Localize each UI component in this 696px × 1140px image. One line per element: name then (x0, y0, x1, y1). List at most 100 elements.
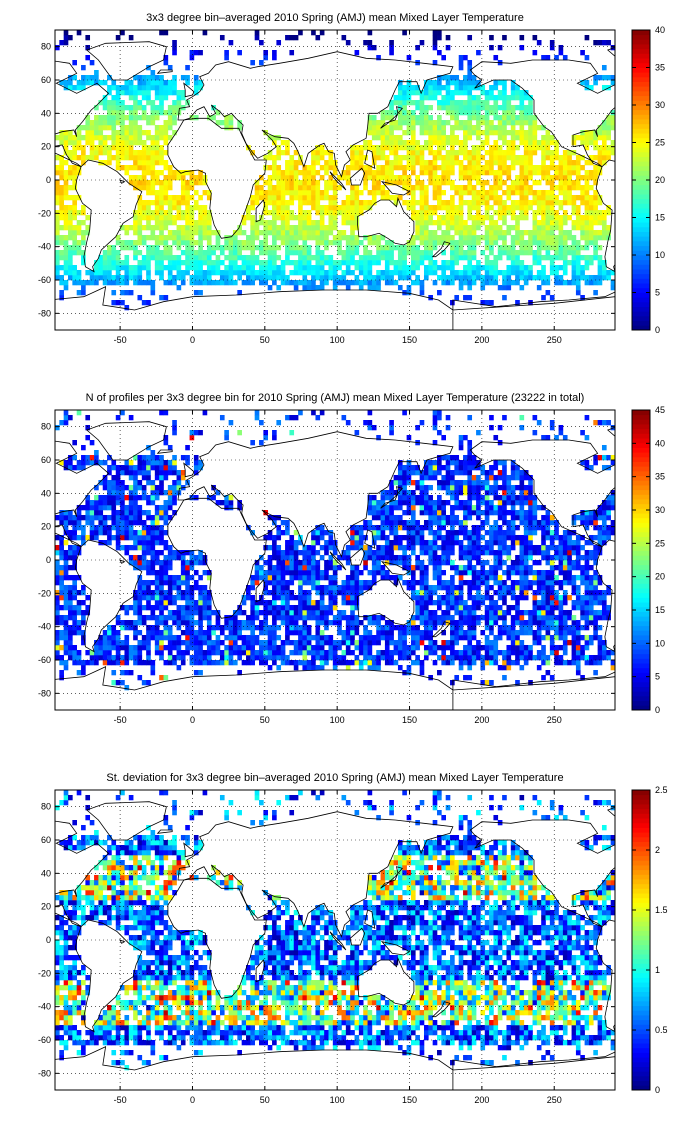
data-cell (311, 665, 316, 671)
data-cell (471, 230, 477, 236)
data-cell (363, 280, 368, 286)
data-cell (350, 585, 355, 591)
data-cell (332, 545, 338, 551)
data-cell (232, 270, 238, 276)
data-cell (215, 270, 221, 276)
data-cell (293, 615, 299, 621)
data-cell (601, 235, 607, 241)
colorbar-segment (632, 165, 650, 172)
data-cell (133, 510, 138, 516)
data-cell (237, 230, 242, 236)
data-cell (345, 615, 351, 621)
data-cell (571, 225, 577, 231)
data-cell (133, 280, 138, 286)
data-cell (402, 30, 407, 36)
data-cell (241, 640, 247, 646)
data-cell (354, 265, 360, 271)
data-cell (545, 130, 551, 136)
data-cell (345, 585, 351, 591)
data-cell (189, 220, 195, 226)
data-cell (76, 80, 82, 86)
y-tick-label: -60 (38, 275, 51, 285)
data-cell (163, 555, 169, 561)
data-cell (350, 625, 355, 631)
data-cell (267, 580, 273, 586)
data-cell (341, 280, 347, 286)
data-cell (163, 465, 169, 471)
data-cell (584, 180, 590, 186)
data-cell (68, 530, 73, 536)
data-cell (298, 180, 303, 186)
data-cell (159, 135, 164, 141)
data-cell (189, 550, 195, 556)
data-cell (341, 600, 347, 606)
data-cell (85, 500, 91, 506)
data-cell (480, 235, 486, 241)
data-cell (154, 110, 160, 116)
x-tick-label: 0 (190, 335, 195, 345)
data-cell (232, 235, 238, 241)
data-cell (406, 285, 412, 291)
data-cell (332, 650, 338, 656)
data-cell (528, 200, 533, 206)
data-cell (489, 215, 494, 221)
data-cell (72, 465, 77, 471)
data-cell (415, 120, 420, 126)
data-cell (389, 40, 394, 46)
data-cell (276, 165, 282, 171)
data-cell (141, 595, 147, 601)
data-cell (528, 100, 533, 106)
data-cell (137, 535, 143, 541)
data-cell (337, 250, 342, 256)
data-cell (285, 210, 290, 216)
data-cell (601, 275, 607, 281)
data-cell (224, 240, 229, 246)
data-cell (298, 585, 303, 591)
data-cell (150, 630, 156, 636)
data-cell (293, 240, 299, 246)
data-cell (150, 120, 156, 126)
colorbar-segment (632, 315, 650, 322)
data-cell (558, 175, 564, 181)
data-cell (72, 270, 77, 276)
data-cell (180, 590, 186, 596)
data-cell (128, 555, 134, 561)
data-cell (593, 75, 598, 81)
data-cell (380, 150, 386, 156)
data-cell (419, 185, 425, 191)
data-cell (545, 280, 551, 286)
data-cell (380, 275, 386, 281)
data-cell (193, 85, 199, 91)
data-cell (593, 280, 598, 286)
data-cell (141, 540, 147, 546)
data-cell (228, 275, 234, 281)
data-cell (150, 75, 156, 81)
data-cell (180, 565, 186, 571)
data-cell (176, 620, 182, 626)
data-cell (437, 90, 442, 96)
data-cell (610, 145, 616, 151)
data-cell (159, 95, 164, 101)
data-cell (63, 225, 69, 231)
data-cell (432, 45, 438, 51)
data-cell (176, 605, 182, 611)
data-cell (376, 275, 381, 281)
data-cell (206, 235, 212, 241)
data-cell (389, 270, 394, 276)
data-cell (337, 245, 342, 251)
data-cell (128, 165, 134, 171)
data-cell (410, 145, 416, 151)
data-cell (72, 645, 77, 651)
data-cell (285, 250, 290, 256)
data-cell (389, 255, 394, 261)
data-cell (124, 150, 130, 156)
data-cell (489, 270, 494, 276)
data-cell (467, 155, 473, 161)
data-cell (280, 520, 286, 526)
data-cell (580, 80, 585, 86)
data-cell (558, 245, 564, 251)
data-cell (285, 530, 290, 536)
data-cell (306, 560, 312, 566)
data-cell (319, 620, 325, 626)
data-cell (484, 215, 490, 221)
